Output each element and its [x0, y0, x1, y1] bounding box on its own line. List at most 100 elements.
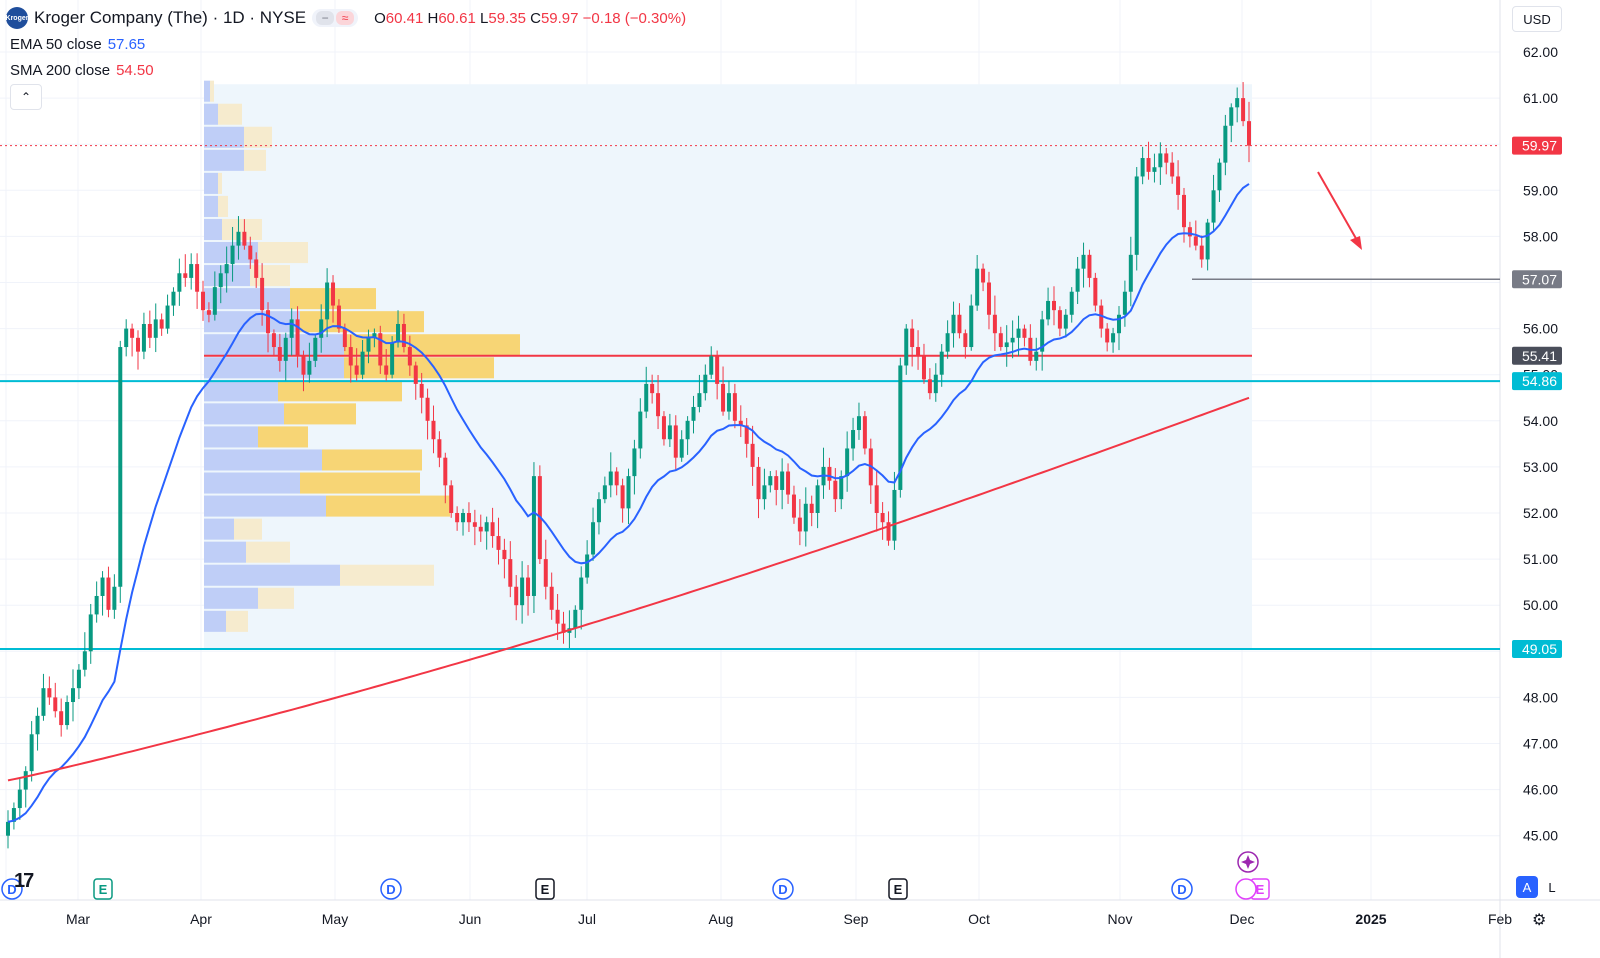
candle-body: [573, 609, 578, 629]
auto-scale-button[interactable]: A: [1516, 876, 1538, 898]
settings-gear-icon[interactable]: ⚙: [1532, 912, 1547, 929]
candle-body: [130, 328, 135, 338]
symbol-title[interactable]: Kroger Company (The) · 1D · NYSE: [34, 8, 307, 27]
collapse-legend-button[interactable]: ⌃: [10, 84, 42, 110]
candle-body: [762, 485, 767, 500]
candle-body: [218, 273, 223, 288]
candle-body: [88, 614, 93, 652]
candle-body: [342, 328, 347, 348]
candle-body: [283, 337, 288, 361]
candle-body: [136, 337, 141, 352]
candle-body: [165, 305, 170, 329]
candle-body: [862, 416, 867, 449]
candle-body: [1051, 300, 1056, 311]
candle-body: [443, 457, 448, 486]
candle-body: [401, 323, 406, 348]
candle-body: [626, 476, 631, 509]
candle-body: [76, 669, 81, 689]
candle-body: [833, 480, 838, 500]
log-scale-button[interactable]: L: [1548, 879, 1556, 895]
candle-body: [886, 522, 891, 541]
price-tick-label: 53.00: [1523, 459, 1558, 475]
chart-mode-toggle[interactable]: − ≈: [312, 9, 359, 27]
candle-body: [638, 411, 643, 449]
volume-bar-up: [204, 357, 344, 379]
price-tick-label: 56.00: [1523, 321, 1558, 337]
candle-body: [732, 393, 737, 421]
volume-bar-up: [204, 218, 222, 241]
price-tick-label: 48.00: [1523, 689, 1558, 705]
volume-bar-down: [218, 195, 228, 217]
candle-body: [874, 485, 879, 513]
candle-body: [1199, 245, 1204, 260]
candle-body: [803, 503, 808, 532]
moving-averages: [7, 183, 1250, 823]
candle-body: [177, 273, 182, 292]
candle-body: [927, 379, 932, 394]
price-tick-label: 50.00: [1523, 597, 1558, 613]
volume-bar-down: [322, 449, 422, 471]
candle-body: [449, 485, 454, 513]
candle-body: [520, 577, 525, 606]
candle-body: [189, 264, 194, 278]
candle-body: [47, 688, 52, 698]
svg-text:D: D: [7, 882, 16, 897]
candle-body: [721, 383, 726, 412]
svg-text:D: D: [1177, 882, 1186, 897]
candle-body: [248, 245, 253, 260]
time-tick-label: May: [322, 911, 348, 927]
candle-body: [514, 586, 519, 606]
volume-bar-down: [258, 242, 308, 264]
sma-legend[interactable]: SMA 200 close 54.50: [10, 62, 154, 79]
volume-bar-up: [204, 126, 244, 148]
price-tag-support: [1512, 372, 1562, 391]
candle-body: [1093, 277, 1098, 306]
volume-bar-up: [204, 380, 278, 402]
candle-body: [1075, 268, 1080, 292]
candle-body: [301, 356, 306, 375]
volume-bar-down: [218, 103, 242, 125]
candle-body: [726, 393, 731, 412]
candle-body: [153, 319, 158, 338]
candle-body: [1046, 300, 1051, 320]
volume-bar-down: [344, 357, 494, 379]
candle-body: [366, 337, 371, 352]
candle-body: [1235, 98, 1240, 108]
candle-body: [1016, 328, 1021, 338]
candle-body: [336, 305, 341, 329]
candle-body: [141, 323, 146, 352]
candle-body: [531, 476, 536, 596]
candle-body: [29, 734, 34, 772]
price-tick-label: 51.00: [1523, 551, 1558, 567]
currency-selector[interactable]: USD: [1512, 6, 1562, 32]
candle-body: [596, 499, 601, 523]
price-tick-label: 58.00: [1523, 228, 1558, 244]
candle-body: [1247, 121, 1251, 146]
tradingview-logo-icon[interactable]: 17: [14, 870, 34, 892]
ema-line: [7, 183, 1250, 823]
time-tick-label: Nov: [1108, 911, 1133, 927]
candle-body: [206, 310, 211, 315]
candle-body: [791, 494, 796, 518]
candle-body: [957, 314, 962, 334]
volume-bar-up: [204, 426, 258, 448]
approx-icon[interactable]: ≈: [336, 11, 355, 25]
candle-body: [738, 420, 743, 426]
candle-body: [656, 393, 661, 417]
price-tick-label: 52.00: [1523, 505, 1558, 521]
candle-body: [1004, 342, 1009, 348]
minus-icon[interactable]: −: [316, 11, 335, 25]
candle-body: [697, 393, 702, 407]
ema-legend[interactable]: EMA 50 close 57.65: [10, 36, 145, 53]
candle-body: [555, 609, 560, 624]
candle-body: [933, 374, 938, 394]
ema-value: 57.65: [107, 36, 146, 53]
candle-body: [1040, 319, 1045, 352]
candle-body: [650, 383, 655, 394]
candle-body: [212, 287, 217, 315]
volume-bar-down: [344, 334, 520, 356]
candle-body: [484, 522, 489, 532]
candle-body: [1105, 328, 1110, 343]
forecast-arrow: [1317, 171, 1362, 250]
